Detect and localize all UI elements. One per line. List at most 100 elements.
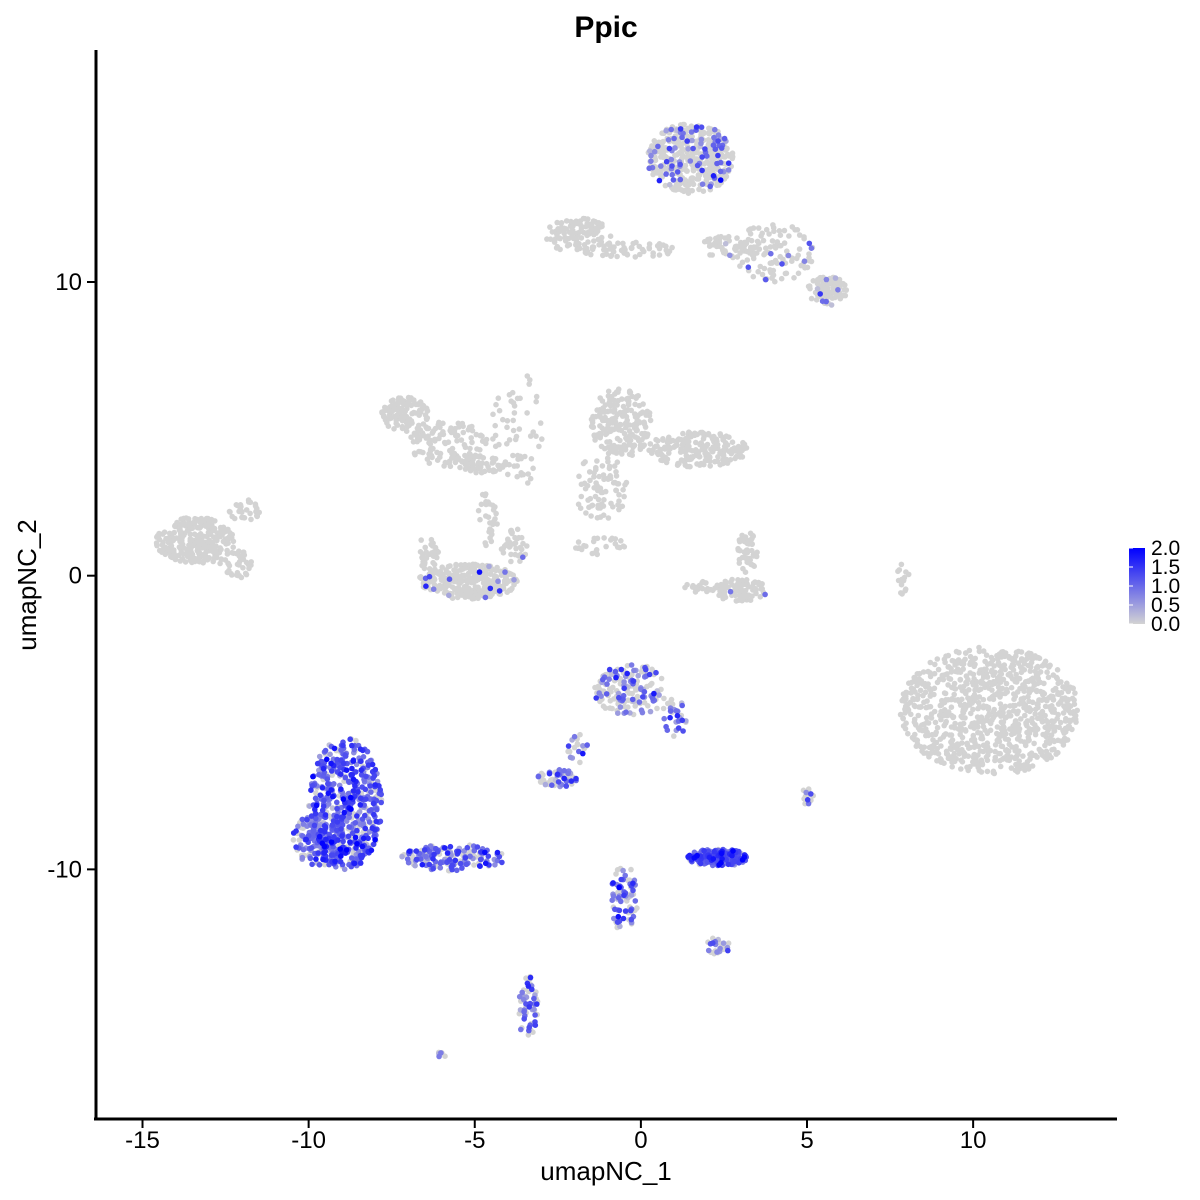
cell-point: [430, 865, 437, 872]
cell-point: [254, 513, 261, 519]
cell-point: [961, 753, 968, 759]
cell-point: [636, 243, 643, 250]
cell-point: [563, 783, 570, 789]
cell-point: [1008, 684, 1015, 691]
cell-point: [739, 582, 745, 589]
cell-point: [200, 558, 206, 565]
cell-point: [778, 275, 785, 282]
cell-point: [916, 727, 923, 733]
cell-point: [346, 814, 353, 821]
cell-point: [612, 479, 618, 486]
cell-point: [948, 669, 955, 675]
cell-point: [510, 417, 516, 424]
cell-point: [525, 983, 532, 989]
cell-point: [320, 803, 327, 809]
cell-point: [905, 706, 911, 712]
cell-point: [682, 182, 689, 188]
cell-point: [448, 425, 454, 431]
cell-point: [1010, 708, 1017, 714]
cell-point: [666, 145, 673, 152]
cell-point: [626, 389, 633, 396]
cell-point: [651, 690, 657, 697]
cell-point: [999, 728, 1006, 735]
cell-point: [725, 947, 731, 954]
cell-point: [655, 143, 661, 150]
cell-point: [949, 764, 955, 770]
cell-point: [1010, 702, 1016, 709]
cell-point: [923, 715, 930, 721]
cell-point: [1013, 728, 1019, 734]
cell-point: [663, 127, 669, 134]
cell-point: [352, 783, 358, 789]
cell-point: [597, 434, 603, 441]
cell-point: [1032, 711, 1038, 717]
cell-point: [601, 427, 607, 434]
cell-point: [419, 861, 426, 868]
cell-point: [997, 757, 1003, 764]
cell-point: [455, 455, 462, 461]
cell-point: [468, 435, 475, 441]
cell-point: [932, 719, 939, 726]
cell-point: [928, 750, 934, 757]
cell-point: [226, 534, 232, 541]
cell-point: [596, 242, 602, 248]
cell-point: [304, 816, 310, 823]
cell-point: [459, 865, 465, 871]
cell-point: [743, 577, 750, 583]
cell-point: [446, 856, 453, 863]
cell-point: [642, 424, 649, 430]
cell-point: [506, 570, 512, 577]
cell-point: [616, 498, 622, 504]
cell-point: [734, 235, 740, 241]
cell-point: [699, 167, 705, 174]
cell-point: [620, 867, 626, 874]
cell-point: [1021, 704, 1027, 711]
cell-point: [334, 799, 340, 806]
cell-point: [596, 473, 602, 480]
cell-point: [699, 585, 706, 592]
cell-point: [748, 561, 754, 568]
cell-point: [734, 254, 741, 260]
cell-point: [679, 134, 685, 141]
cell-point: [547, 236, 554, 242]
cell-point: [725, 940, 732, 946]
cell-point: [938, 716, 944, 723]
cell-point: [391, 426, 397, 432]
cell-point: [404, 424, 410, 430]
cell-point: [236, 572, 242, 579]
cell-point: [588, 227, 594, 234]
cell-point: [621, 250, 628, 256]
cell-point: [989, 717, 995, 723]
cell-point: [1048, 707, 1054, 713]
cell-point: [630, 444, 636, 450]
cell-point: [360, 754, 367, 760]
cell-point: [589, 244, 596, 250]
cell-point: [331, 781, 337, 787]
cell-point: [191, 531, 198, 537]
cell-point: [172, 556, 179, 563]
cell-point: [634, 905, 640, 911]
cell-point: [561, 775, 567, 782]
cell-point: [641, 248, 647, 255]
cell-point: [490, 467, 497, 473]
cell-point: [943, 731, 949, 737]
cell-point: [400, 413, 407, 420]
cell-point: [641, 689, 648, 695]
cell-point: [597, 485, 604, 492]
cell-point: [755, 225, 762, 231]
cell-point: [622, 908, 629, 914]
cell-point: [490, 455, 496, 462]
cell-point: [995, 660, 1002, 667]
cell-point: [675, 725, 682, 731]
cell-point: [472, 584, 479, 590]
cell-point: [633, 427, 640, 434]
cell-point: [617, 923, 623, 930]
cell-point: [626, 451, 633, 458]
cell-point: [745, 592, 752, 598]
cell-point: [464, 844, 471, 851]
cell-point: [188, 545, 194, 551]
cell-point: [620, 240, 626, 247]
cell-point: [475, 507, 482, 514]
cell-point: [618, 876, 624, 883]
